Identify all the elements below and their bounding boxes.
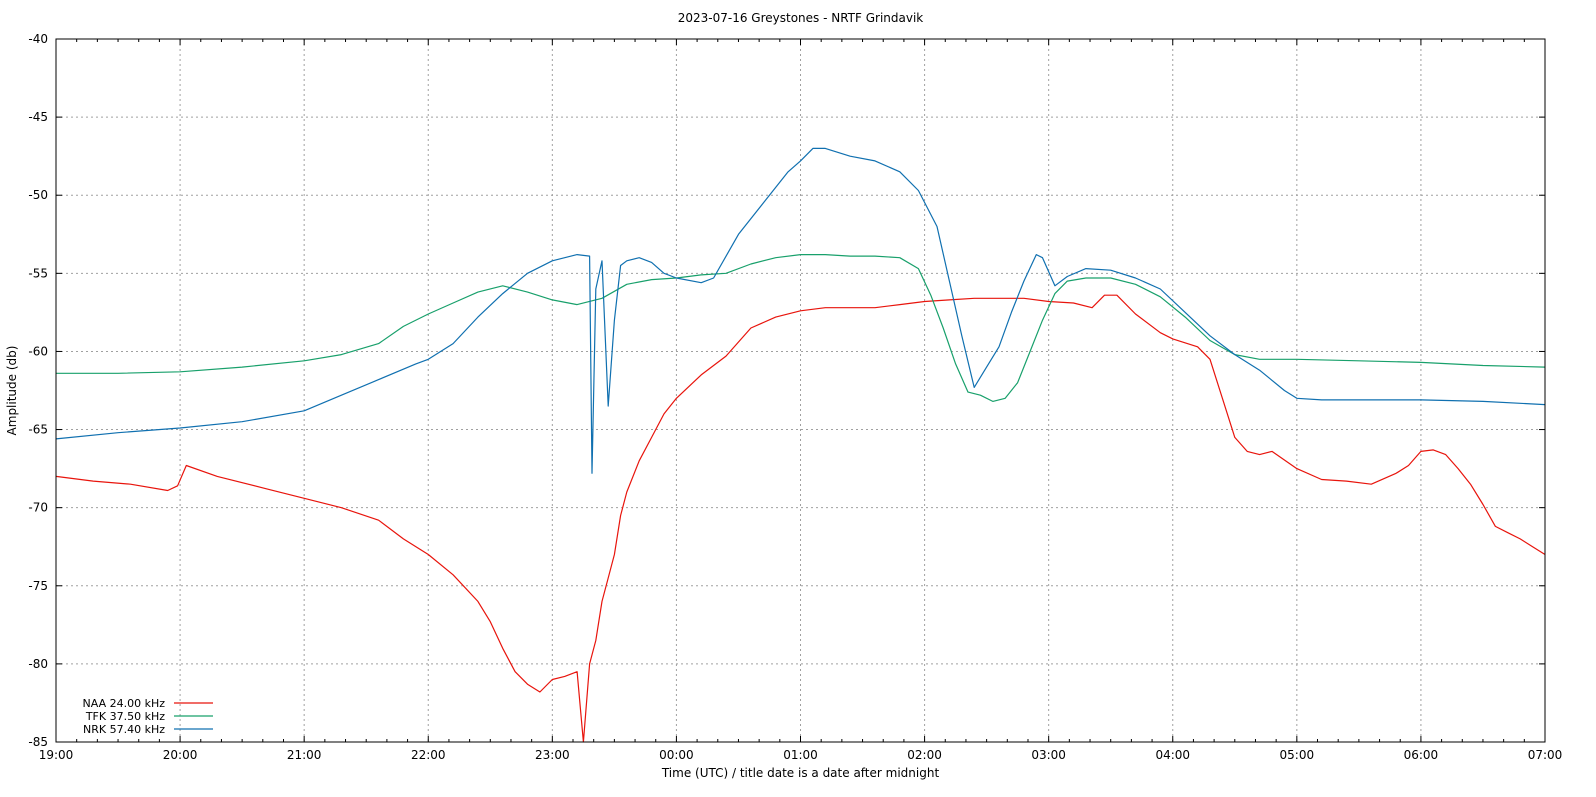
series-line-1 (55, 294, 1546, 743)
y-axis-label: Amplitude (db) (5, 346, 19, 436)
x-tick-label: 02:00 (907, 748, 942, 762)
series-line-3 (55, 147, 1546, 474)
grid (56, 39, 1545, 742)
x-tick-label: 00:00 (659, 748, 694, 762)
y-tick-label: -50 (28, 188, 48, 202)
x-tick-label: 23:00 (535, 748, 570, 762)
y-tick-label: -75 (28, 579, 48, 593)
y-tick-label: -55 (28, 266, 48, 280)
legend-label: NRK 57.40 kHz (83, 723, 165, 736)
x-tick-label: 06:00 (1404, 748, 1439, 762)
y-tick-label: -65 (28, 423, 48, 437)
y-tick-label: -60 (28, 344, 48, 358)
x-tick-label: 07:00 (1528, 748, 1563, 762)
y-tick-label: -85 (28, 735, 48, 749)
x-tick-label: 01:00 (783, 748, 818, 762)
x-axis-label: Time (UTC) / title date is a date after … (661, 766, 940, 780)
x-tick-label: 04:00 (1155, 748, 1190, 762)
y-tick-label: -40 (28, 32, 48, 46)
x-tick-label: 19:00 (39, 748, 74, 762)
x-tick-label: 05:00 (1280, 748, 1315, 762)
y-tick-label: -70 (28, 501, 48, 515)
x-tick-label: 22:00 (411, 748, 446, 762)
x-tick-label: 21:00 (287, 748, 322, 762)
y-tick-label: -45 (28, 110, 48, 124)
legend-label: TFK 37.50 kHz (85, 710, 165, 723)
series-layer (55, 147, 1546, 743)
chart-title: 2023-07-16 Greystones - NRTF Grindavik (678, 11, 924, 25)
legend-label: NAA 24.00 kHz (83, 697, 166, 710)
y-tick-label: -80 (28, 657, 48, 671)
x-tick-label: 03:00 (1031, 748, 1066, 762)
x-tick-label: 20:00 (163, 748, 198, 762)
series-line-2 (56, 254, 1546, 402)
ticks: 19:00 20:00 21:00 22:00 23:00 00:00 01:00 02:00… (28, 32, 1562, 762)
